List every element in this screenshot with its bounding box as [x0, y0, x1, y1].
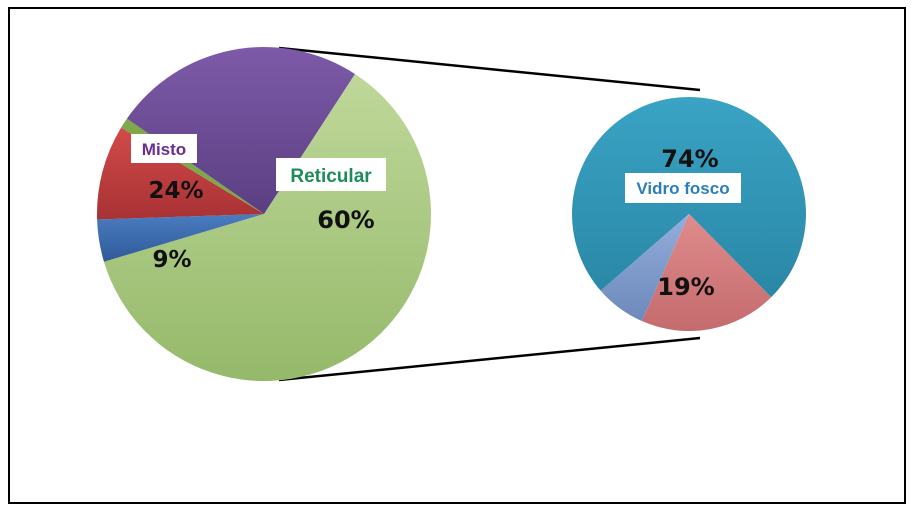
- connector-line-bottom: [278, 336, 701, 382]
- data-label-misto: 24%: [148, 178, 203, 204]
- secondary-slice-1: [641, 214, 772, 331]
- label-reticular-text: Reticular: [290, 166, 372, 187]
- main-slice-misto: [126, 47, 355, 215]
- label-reticular: Reticular: [276, 158, 386, 191]
- secondary-slice-2: [600, 214, 689, 322]
- label-vidro-fosco: Vidro fosco: [625, 173, 741, 203]
- label-vidro-fosco-text: Vidro fosco: [636, 179, 729, 198]
- data-label-19: 19%: [657, 273, 714, 301]
- data-label-9: 9%: [152, 247, 191, 273]
- main-slice-reticular: [103, 73, 431, 381]
- data-label-vidro-fosco: 74%: [661, 145, 718, 173]
- data-label-reticular: 60%: [317, 206, 374, 234]
- label-misto: Misto: [131, 134, 197, 163]
- connector-line-top: [278, 46, 701, 92]
- label-misto-text: Misto: [142, 140, 186, 159]
- main-slice-1: [97, 214, 264, 262]
- main-pie: [96, 47, 431, 381]
